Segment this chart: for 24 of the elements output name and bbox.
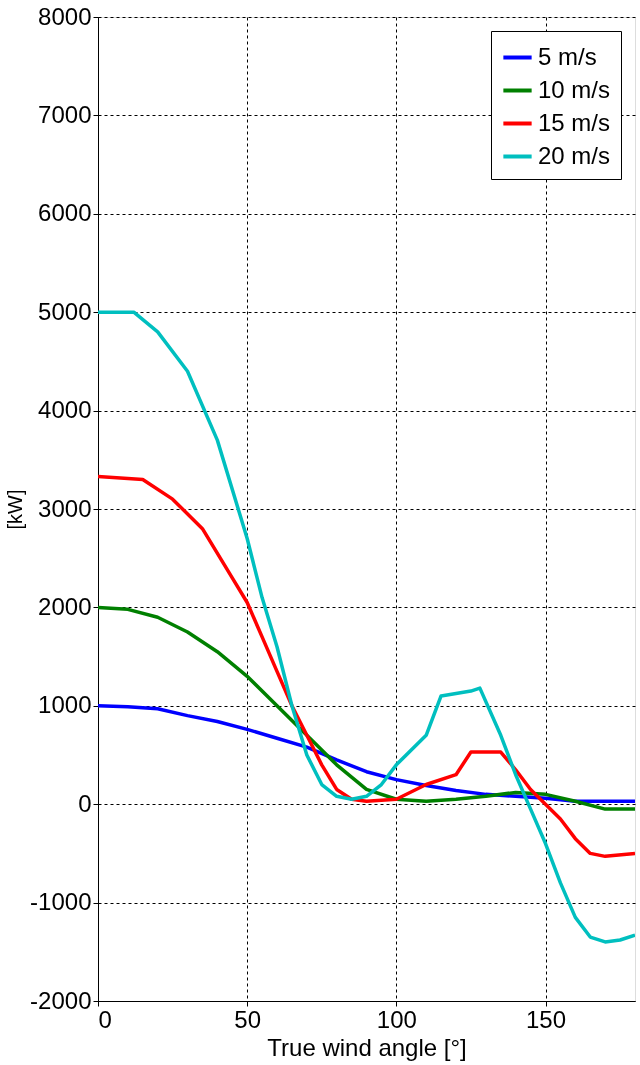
line-series — [98, 605, 635, 811]
legend-label: 10 m/s — [538, 75, 611, 103]
y-tick-label: 4000 — [38, 396, 92, 424]
y-tick-label: 2000 — [38, 592, 92, 620]
y-tick-label: 8000 — [38, 2, 92, 30]
x-tick-label: 50 — [234, 1005, 262, 1033]
y-tick-label: 5000 — [38, 297, 92, 325]
x-axis-title: True wind angle [°] — [267, 1033, 467, 1061]
y-tick-label: 1000 — [38, 691, 92, 719]
x-tick-label: 100 — [376, 1005, 417, 1033]
x-tick-label: 150 — [525, 1005, 567, 1033]
y-tick-label: -2000 — [30, 986, 92, 1014]
legend-label: 20 m/s — [538, 141, 611, 169]
y-tick-label: 3000 — [38, 494, 92, 522]
y-tick-label: 0 — [78, 789, 92, 817]
y-axis-title: [kW] — [4, 489, 27, 530]
line-series — [98, 310, 635, 944]
y-tick-label: 7000 — [38, 100, 92, 128]
y-tick-label: 6000 — [38, 199, 92, 227]
legend-label: 5 m/s — [538, 42, 597, 70]
y-tick-label: -1000 — [30, 888, 92, 916]
x-tick-label: 0 — [98, 1005, 112, 1033]
legend-label: 15 m/s — [538, 108, 611, 136]
line-series — [98, 474, 635, 859]
